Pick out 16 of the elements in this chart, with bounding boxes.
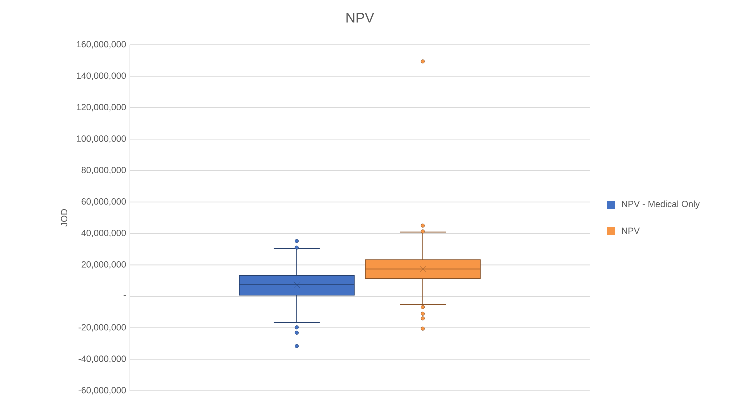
y-axis-title: JOD <box>61 209 68 227</box>
y-tick-label: -60,000,000 <box>78 387 126 395</box>
y-tick-label: 120,000,000 <box>77 104 126 112</box>
y-tick-label: -20,000,000 <box>78 324 126 332</box>
y-tick-label: 40,000,000 <box>82 230 126 238</box>
y-tick-label: - <box>124 295 126 296</box>
y-tick-label: 160,000,000 <box>77 41 126 49</box>
chart-title: NPV <box>346 13 374 23</box>
y-tick-label: 20,000,000 <box>82 261 126 269</box>
y-tick-label: 140,000,000 <box>77 72 126 80</box>
y-tick-label: 100,000,000 <box>77 136 126 144</box>
legend-label: NPV <box>622 228 640 234</box>
legend-label: NPV - Medical Only <box>622 200 700 210</box>
y-tick-label: -40,000,000 <box>78 356 126 364</box>
y-tick-label: 80,000,000 <box>82 167 126 175</box>
y-tick-label: 60,000,000 <box>82 198 126 206</box>
